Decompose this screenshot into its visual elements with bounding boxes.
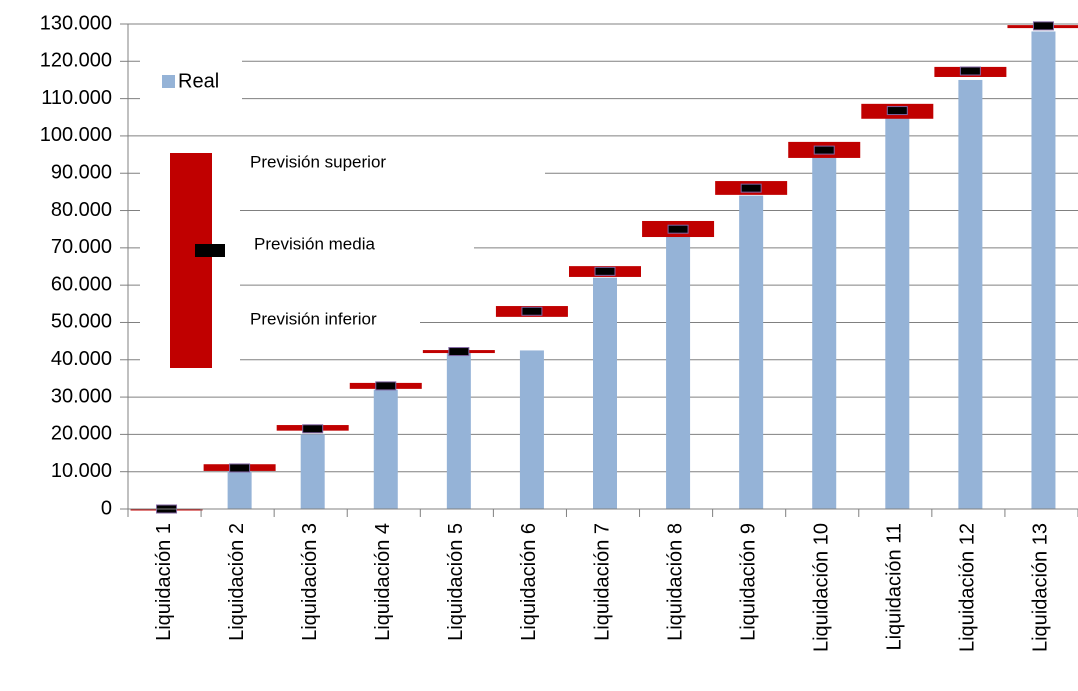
y-tick-label: 60.000 bbox=[51, 273, 112, 295]
legend: Real Previsión superior Previsión media … bbox=[162, 70, 386, 368]
x-tick-label: Liquidación 5 bbox=[445, 523, 467, 641]
forecast-mean bbox=[959, 66, 981, 76]
forecast-mean bbox=[886, 106, 908, 116]
x-tick-label: Liquidación 12 bbox=[957, 523, 979, 652]
y-tick-label: 40.000 bbox=[51, 348, 112, 370]
forecast-mean bbox=[1032, 21, 1054, 31]
x-tick-label: Liquidación 11 bbox=[884, 523, 906, 651]
y-tick-label: 100.000 bbox=[40, 124, 112, 146]
forecast-mean bbox=[302, 424, 324, 434]
y-tick-label: 20.000 bbox=[51, 423, 112, 445]
bar bbox=[812, 154, 837, 510]
x-tick-label: Liquidación 7 bbox=[591, 523, 613, 641]
forecast-mean bbox=[375, 381, 397, 391]
bar bbox=[666, 236, 691, 509]
bar bbox=[885, 117, 910, 510]
forecast-mean bbox=[667, 224, 689, 234]
bar bbox=[958, 79, 983, 509]
y-tick-label: 90.000 bbox=[51, 162, 112, 184]
y-tick-label: 120.000 bbox=[40, 50, 112, 72]
y-tick-label: 0 bbox=[101, 497, 112, 519]
legend-label: Previsión inferior bbox=[250, 309, 377, 328]
legend-label: Previsión superior bbox=[250, 152, 386, 171]
x-tick-label: Liquidación 3 bbox=[299, 523, 321, 641]
legend-swatch bbox=[162, 75, 175, 88]
y-tick-label: 110.000 bbox=[41, 87, 112, 109]
bar bbox=[227, 471, 252, 509]
legend-label: Previsión media bbox=[254, 234, 375, 253]
forecast-mean bbox=[229, 463, 251, 473]
bar bbox=[1031, 31, 1056, 509]
forecast-mean bbox=[740, 183, 762, 193]
y-tick-label: 80.000 bbox=[51, 199, 112, 221]
legend-backdrop bbox=[240, 148, 545, 180]
x-tick-label: Liquidación 4 bbox=[372, 523, 394, 641]
forecast-mean bbox=[594, 266, 616, 276]
legend-backdrop bbox=[240, 305, 420, 337]
legend-mean-swatch bbox=[195, 244, 225, 257]
y-tick-label: 30.000 bbox=[51, 385, 112, 407]
forecast-mean bbox=[813, 145, 835, 155]
bar bbox=[739, 195, 764, 509]
x-tick-label: Liquidación 6 bbox=[518, 523, 540, 641]
bar bbox=[300, 434, 325, 509]
bar bbox=[373, 389, 398, 509]
x-tick-label: Liquidación 1 bbox=[153, 523, 175, 641]
plot bbox=[130, 21, 1078, 514]
bar bbox=[519, 350, 544, 509]
legend-backdrop bbox=[240, 230, 474, 260]
bar bbox=[446, 352, 471, 509]
forecast-mean bbox=[448, 347, 470, 357]
y-tick-label: 70.000 bbox=[51, 236, 112, 258]
y-tick-label: 130.000 bbox=[40, 12, 112, 34]
x-tick-label: Liquidación 10 bbox=[811, 523, 833, 652]
forecast-mean bbox=[521, 306, 543, 316]
x-tick-label: Liquidación 8 bbox=[664, 523, 686, 641]
x-tick-label: Liquidación 13 bbox=[1030, 523, 1052, 652]
y-tick-label: 10.000 bbox=[51, 460, 112, 482]
y-tick-label: 50.000 bbox=[51, 311, 112, 333]
legend-backdrop bbox=[140, 60, 242, 108]
x-tick-label: Liquidación 2 bbox=[226, 523, 248, 641]
legend-range-swatch bbox=[170, 153, 212, 368]
x-tick-label: Liquidación 9 bbox=[737, 523, 759, 641]
bar bbox=[593, 277, 617, 509]
legend-label: Real bbox=[178, 70, 219, 92]
